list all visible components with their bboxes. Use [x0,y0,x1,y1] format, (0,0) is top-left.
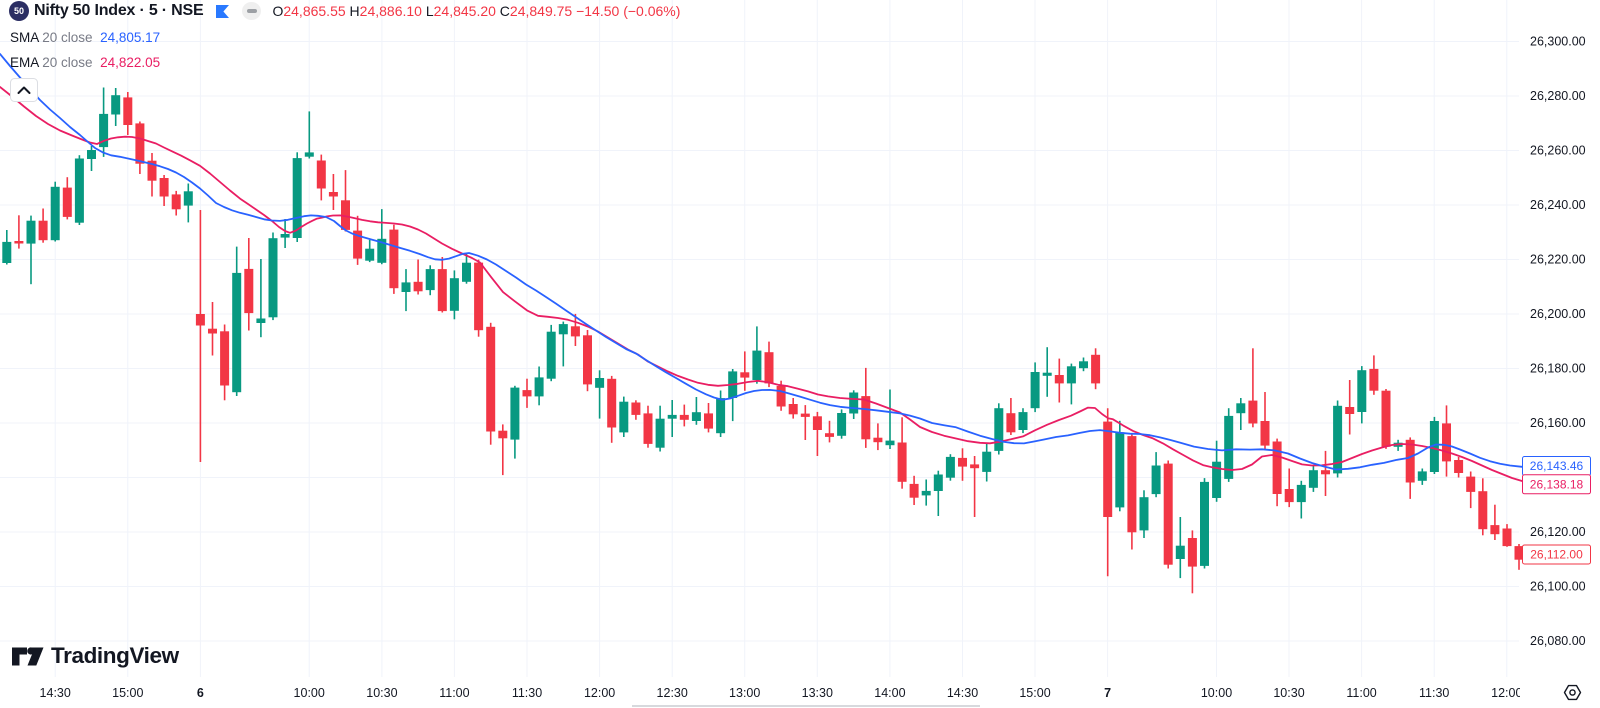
svg-text:12:00: 12:00 [584,686,615,700]
svg-text:11:30: 11:30 [512,686,542,700]
svg-text:26,112.00: 26,112.00 [1530,548,1583,562]
svg-text:13:30: 13:30 [802,686,833,700]
svg-text:7: 7 [1104,686,1111,700]
svg-text:26,260.00: 26,260.00 [1530,144,1586,158]
svg-text:26,143.46: 26,143.46 [1530,459,1584,473]
svg-text:26,100.00: 26,100.00 [1530,580,1586,594]
svg-text:10:30: 10:30 [1273,686,1304,700]
svg-text:11:30: 11:30 [1419,686,1449,700]
svg-text:14:30: 14:30 [947,686,978,700]
svg-text:26,138.18: 26,138.18 [1530,478,1584,492]
svg-text:26,220.00: 26,220.00 [1530,253,1586,267]
svg-text:26,180.00: 26,180.00 [1530,362,1586,376]
svg-text:15:00: 15:00 [112,686,143,700]
svg-text:10:30: 10:30 [366,686,397,700]
svg-text:11:00: 11:00 [439,686,469,700]
svg-text:15:00: 15:00 [1019,686,1050,700]
svg-text:12:00: 12:00 [1491,686,1522,700]
svg-text:26,120.00: 26,120.00 [1530,525,1586,539]
svg-text:6: 6 [197,686,204,700]
svg-text:26,200.00: 26,200.00 [1530,307,1586,321]
svg-text:TradingView: TradingView [51,643,180,668]
svg-text:14:00: 14:00 [874,686,905,700]
svg-text:13:00: 13:00 [729,686,760,700]
svg-text:10:00: 10:00 [1201,686,1232,700]
svg-text:26,080.00: 26,080.00 [1530,634,1586,648]
svg-text:26,240.00: 26,240.00 [1530,198,1586,212]
svg-text:10:00: 10:00 [294,686,325,700]
svg-text:26,280.00: 26,280.00 [1530,89,1586,103]
svg-text:14:30: 14:30 [40,686,71,700]
svg-text:12:30: 12:30 [657,686,688,700]
svg-text:26,160.00: 26,160.00 [1530,416,1586,430]
svg-text:26,300.00: 26,300.00 [1530,35,1586,49]
svg-text:11:00: 11:00 [1346,686,1376,700]
